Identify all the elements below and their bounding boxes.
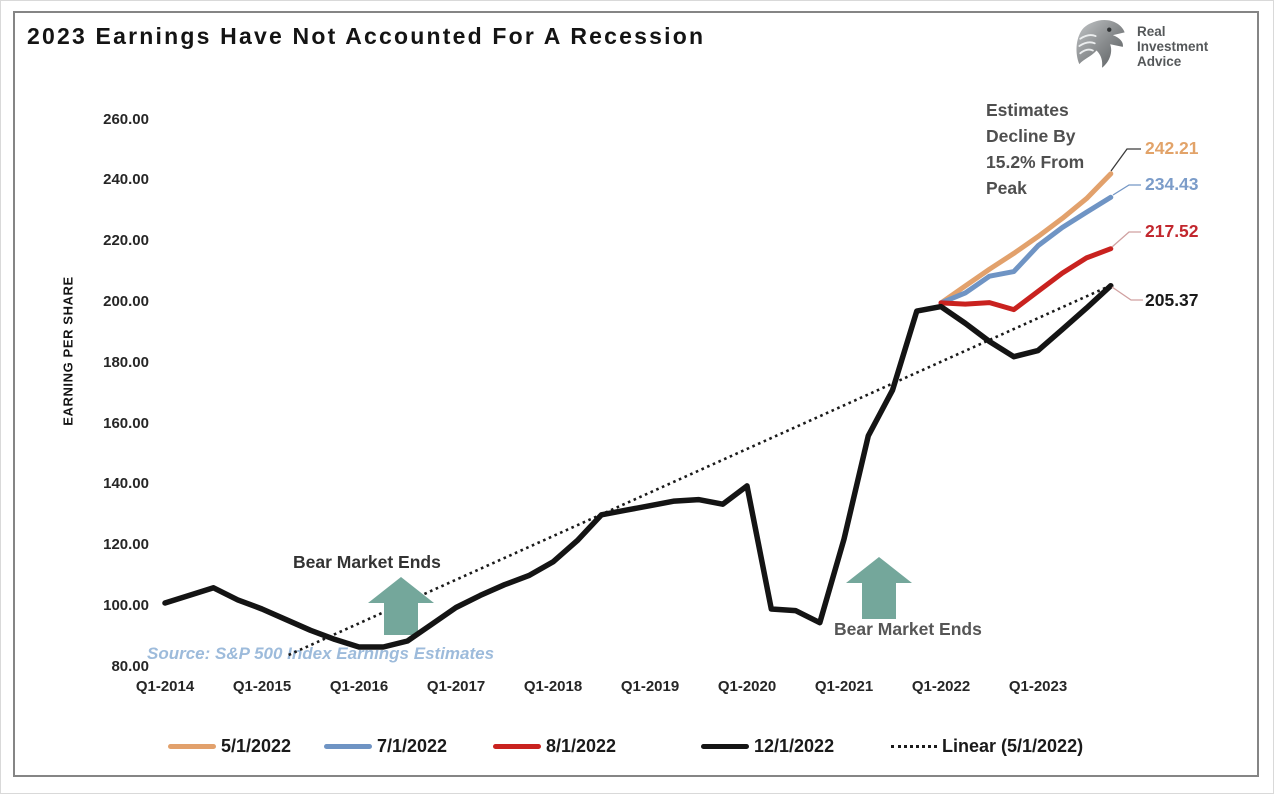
y-tick-label: 160.00 <box>103 414 149 432</box>
legend-item-12/1/2022: 12/1/2022 <box>701 735 835 756</box>
x-tick-label: Q1-2019 <box>620 678 680 695</box>
bear-market-ends-annotation-1: Bear Market Ends <box>293 552 441 572</box>
x-tick-label: Q1-2020 <box>717 678 777 695</box>
legend-swatch <box>701 743 749 749</box>
value-label-5-1-2022: 242.21 <box>1145 138 1199 158</box>
legend-item-7/1/2022: 7/1/2022 <box>324 735 448 756</box>
x-tick-label: Q1-2021 <box>814 678 874 695</box>
legend-item-5/1/2022: 5/1/2022 <box>168 735 292 756</box>
value-label-7-1-2022: 234.43 <box>1145 174 1199 194</box>
legend-swatch <box>891 744 937 748</box>
y-tick-label: 260.00 <box>103 110 149 128</box>
legend-swatch <box>168 743 216 749</box>
estimates-decline-annotation: Estimates Decline By 15.2% From Peak <box>986 100 1085 198</box>
source-note: Source: S&P 500 Index Earnings Estimates <box>147 644 495 663</box>
y-tick-label: 120.00 <box>103 536 149 554</box>
y-tick-label: 180.00 <box>103 353 149 371</box>
logo-text-line: Advice <box>1137 53 1182 69</box>
chart-title: 2023 Earnings Have Not Accounted For A R… <box>27 23 706 49</box>
legend-label: 8/1/2022 <box>546 735 617 756</box>
ria-logo: Real Investment Advice <box>1073 17 1208 75</box>
x-tick-label: Q1-2015 <box>232 678 292 695</box>
legend-label: 5/1/2022 <box>221 735 292 756</box>
x-tick-label: Q1-2016 <box>329 678 389 695</box>
legend-item-Linear (5/1/2022): Linear (5/1/2022) <box>891 735 1084 756</box>
y-axis-title: EARNING PER SHARE <box>60 276 76 426</box>
y-tick-label: 80.00 <box>111 657 149 675</box>
legend-item-8/1/2022: 8/1/2022 <box>493 735 617 756</box>
bear-market-ends-annotation-2: Bear Market Ends <box>834 619 982 639</box>
value-label-12-1-2022: 205.37 <box>1145 290 1199 310</box>
x-tick-label: Q1-2023 <box>1008 678 1068 695</box>
value-label-8-1-2022: 217.52 <box>1145 221 1199 241</box>
legend-swatch <box>324 743 372 749</box>
legend-label: 12/1/2022 <box>754 735 835 756</box>
logo-text-line: Investment <box>1137 38 1209 54</box>
y-tick-label: 220.00 <box>103 232 149 250</box>
x-tick-label: Q1-2017 <box>426 678 486 695</box>
legend-label: 7/1/2022 <box>377 735 448 756</box>
y-tick-label: 140.00 <box>103 475 149 493</box>
logo-text-line: Real <box>1137 23 1166 39</box>
x-tick-label: Q1-2022 <box>911 678 971 695</box>
legend-label: Linear (5/1/2022) <box>942 735 1084 756</box>
y-tick-label: 240.00 <box>103 171 149 189</box>
y-tick-label: 200.00 <box>103 293 149 310</box>
y-tick-label: 100.00 <box>103 597 149 614</box>
ria-eagle-logo-icon <box>1076 19 1125 68</box>
legend-swatch <box>493 743 541 749</box>
logo-text: Real Investment Advice <box>1137 24 1208 69</box>
x-tick-label: Q1-2014 <box>135 678 195 695</box>
x-tick-label: Q1-2018 <box>523 678 583 695</box>
